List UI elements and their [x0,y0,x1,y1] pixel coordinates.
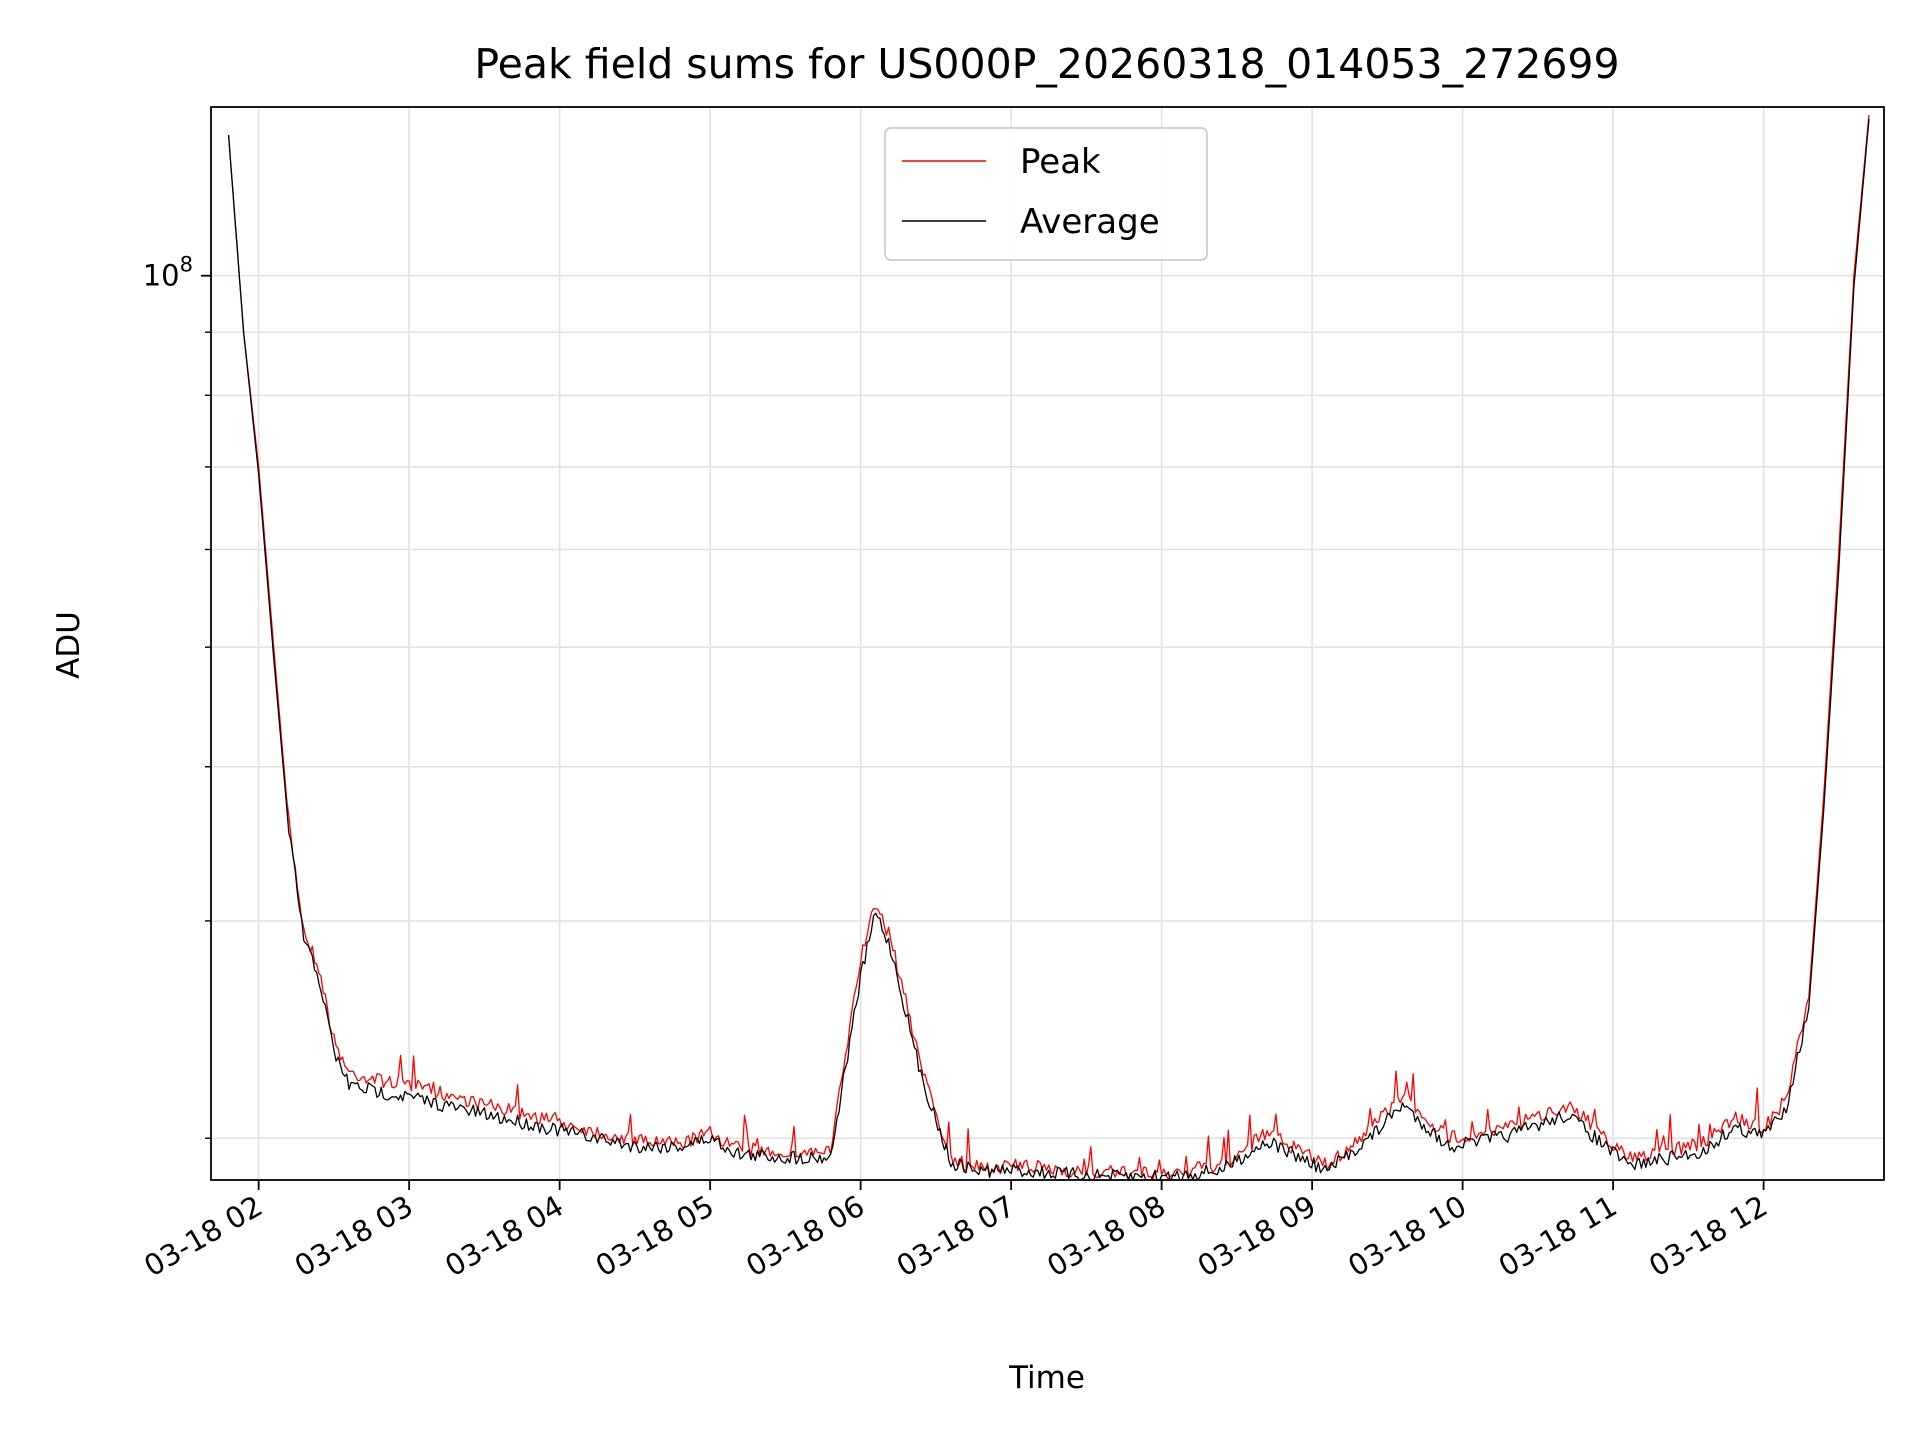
grid [211,107,1884,1180]
y-axis: 108 [143,253,211,1139]
y-tick-label-base: 10 [143,259,180,293]
series-layer [227,114,1870,1180]
y-axis-label: ADU [51,611,87,679]
y-tick-label-exponent: 8 [180,253,193,277]
x-axis-label: Time [1008,1360,1085,1396]
legend: Peak Average [884,127,1208,261]
legend-label-average: Average [1020,202,1160,242]
y-tick-label: 108 [143,253,193,293]
chart-title: Peak field sums for US000P_20260318_0140… [474,40,1619,88]
plot-frame [210,106,1885,1181]
series-line-average [227,118,1870,1180]
series-line-peak [227,114,1870,1180]
legend-label-peak: Peak [1020,142,1101,182]
